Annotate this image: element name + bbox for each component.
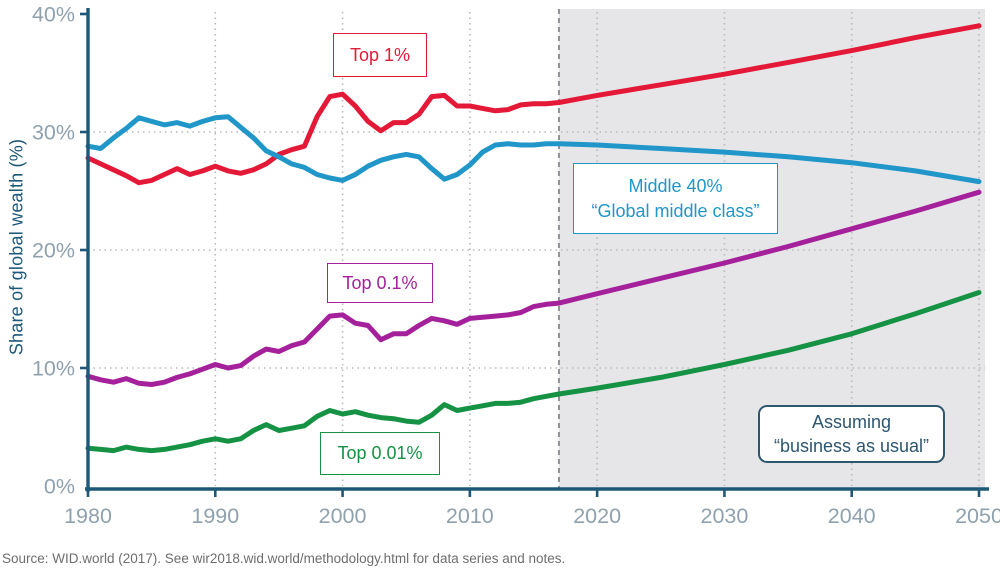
assumption-annotation: Assuming “business as usual” bbox=[758, 405, 945, 463]
y-tick-label: 10% bbox=[32, 357, 75, 381]
y-tick-label: 30% bbox=[32, 121, 75, 145]
series-label-top-0p1pct: Top 0.1% bbox=[327, 263, 433, 303]
series-label-text: Top 0.1% bbox=[342, 272, 418, 293]
y-tick-label: 0% bbox=[44, 475, 75, 499]
series-label-top-1pct: Top 1% bbox=[333, 33, 427, 77]
x-tick-label: 1990 bbox=[191, 504, 239, 528]
x-tick-label: 1980 bbox=[64, 504, 112, 528]
series-label-text: Middle 40% bbox=[628, 176, 723, 197]
series-label-middle-40pct: Middle 40% “Global middle class” bbox=[573, 163, 778, 234]
x-tick-label: 2000 bbox=[319, 504, 367, 528]
series-label-text: “Global middle class” bbox=[591, 200, 760, 221]
assumption-text: “business as usual” bbox=[773, 436, 930, 456]
source-note: Source: WID.world (2017). See wir2018.wi… bbox=[2, 551, 566, 566]
y-axis-title: Share of global wealth (%) bbox=[6, 138, 27, 356]
x-tick-label: 2050 bbox=[955, 504, 1000, 528]
series-line-middle-40 bbox=[85, 114, 982, 185]
x-tick-label: 2020 bbox=[573, 504, 621, 528]
series-label-top-0p01pct: Top 0.01% bbox=[320, 432, 440, 475]
series-line-top-0-01 bbox=[85, 290, 982, 454]
series-line-top-0-1 bbox=[85, 189, 982, 387]
x-tick-label: 2040 bbox=[828, 504, 876, 528]
y-tick-label: 40% bbox=[32, 3, 75, 27]
x-tick-label: 2030 bbox=[701, 504, 749, 528]
assumption-text: Assuming bbox=[811, 411, 892, 432]
line-chart: 1980 1990 2000 2010 2020 2030 2040 2050 0% 10% 20%… bbox=[32, 3, 1000, 529]
series-label-text: Top 0.01% bbox=[337, 443, 423, 464]
y-tick-label: 20% bbox=[32, 239, 75, 263]
series-label-text: Top 1% bbox=[349, 44, 411, 65]
x-tick-label: 2010 bbox=[446, 504, 494, 528]
series-line-top-1 bbox=[85, 23, 982, 186]
